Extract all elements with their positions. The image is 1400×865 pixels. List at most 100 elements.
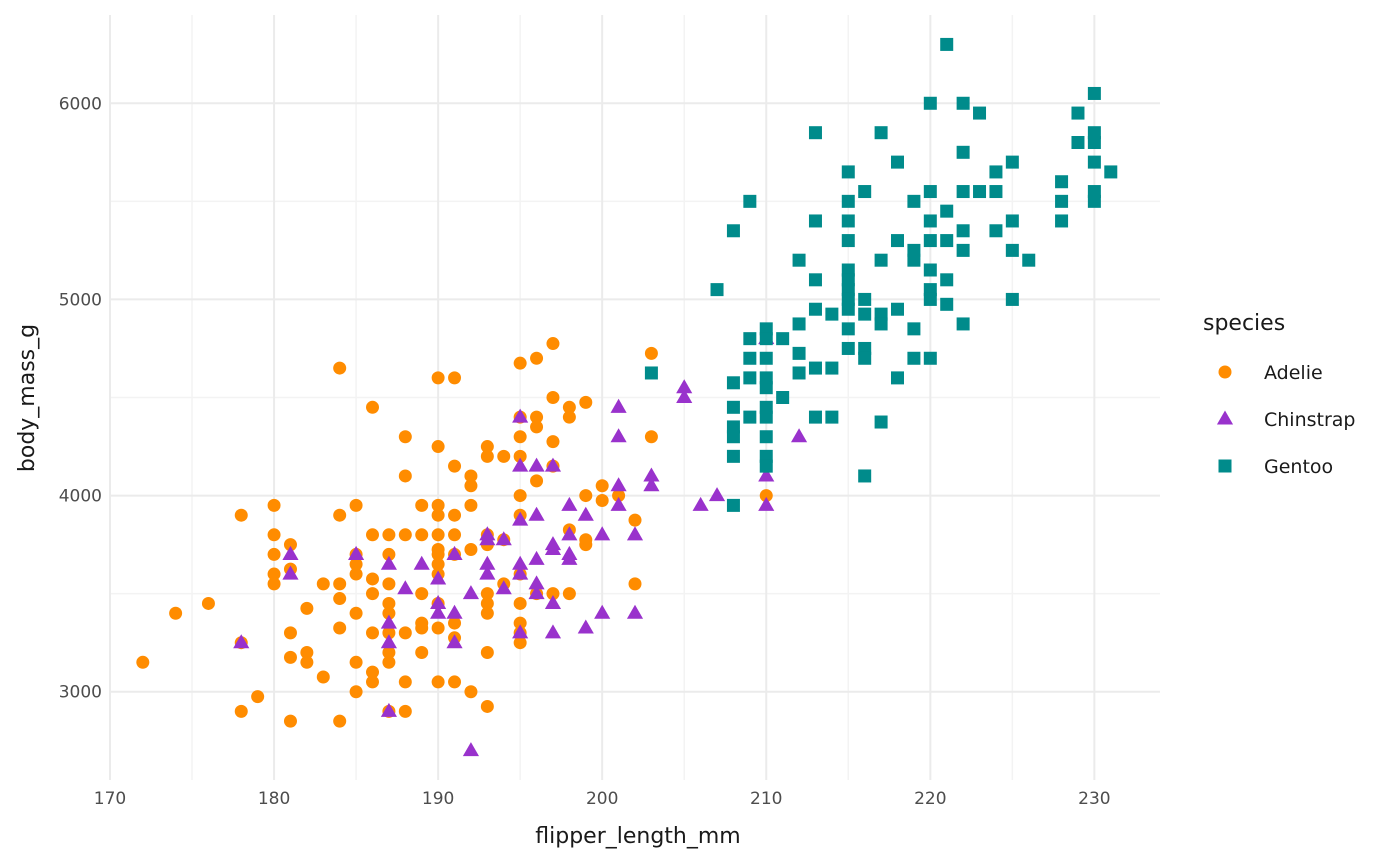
legend-label-adelie: Adelie	[1264, 362, 1323, 384]
chinstrap-point	[413, 555, 430, 570]
adelie-point	[382, 547, 396, 561]
chinstrap-point	[758, 496, 775, 511]
gentoo-point	[1022, 253, 1036, 267]
gentoo-point	[940, 37, 954, 51]
gentoo-point	[973, 185, 987, 199]
gentoo-point	[743, 351, 757, 365]
adelie-point	[251, 690, 265, 704]
chinstrap-point	[643, 467, 660, 482]
gentoo-point	[726, 449, 740, 463]
adelie-point	[612, 489, 626, 503]
adelie-point	[415, 498, 429, 512]
y-axis-title: body_mass_g	[15, 324, 40, 472]
adelie-point	[333, 621, 347, 635]
chinstrap-point	[577, 506, 594, 521]
gentoo-point	[858, 307, 872, 321]
adelie-point	[759, 489, 773, 503]
gentoo-point	[792, 366, 806, 380]
gentoo-point	[759, 381, 773, 395]
x-tick-label: 190	[422, 789, 454, 809]
adelie-point	[267, 498, 281, 512]
gentoo-point	[759, 332, 773, 346]
chinstrap-point	[544, 624, 562, 639]
chinstrap-point	[430, 570, 447, 585]
adelie-point	[431, 675, 445, 689]
adelie-point	[300, 601, 314, 615]
gentoo-point	[1087, 136, 1101, 149]
chinstrap-point	[544, 457, 562, 472]
gentoo-point	[743, 332, 757, 346]
chinstrap-point	[610, 477, 627, 492]
gentoo-point	[1055, 194, 1069, 208]
gentoo-point	[940, 234, 954, 248]
gentoo-point	[1005, 214, 1019, 228]
adelie-point	[448, 675, 462, 689]
gentoo-point	[1005, 155, 1019, 169]
gentoo-point	[759, 400, 773, 414]
adelie-point	[480, 699, 494, 713]
gentoo-point	[940, 204, 954, 218]
adelie-point	[530, 351, 544, 365]
gentoo-point	[808, 273, 822, 287]
adelie-point	[431, 621, 445, 635]
gentoo-point	[907, 243, 921, 257]
gentoo-point	[923, 234, 937, 248]
chinstrap-point	[544, 594, 562, 609]
gentoo-point	[858, 341, 872, 355]
gentoo-point	[759, 322, 773, 336]
chinstrap-point	[430, 604, 447, 619]
adelie-point	[316, 670, 330, 684]
adelie-point	[513, 449, 527, 463]
adelie-point	[300, 655, 314, 669]
adelie-point	[628, 577, 642, 591]
legend: species Adelie Chinstrap Gentoo	[1203, 311, 1356, 478]
gentoo-point	[726, 224, 740, 238]
chinstrap-point	[479, 565, 496, 580]
adelie-point	[398, 430, 412, 444]
chinstrap-point	[643, 477, 660, 492]
chinstrap-point	[462, 742, 480, 757]
legend-item-chinstrap: Chinstrap	[1216, 409, 1356, 431]
chinstrap-point	[233, 634, 250, 649]
adelie-point	[546, 435, 560, 449]
chinstrap-point	[380, 555, 397, 570]
chinstrap-point	[512, 457, 529, 472]
adelie-point	[431, 547, 445, 561]
adelie-point	[300, 646, 314, 659]
adelie-point	[513, 636, 527, 650]
gentoo-point	[759, 371, 773, 385]
adelie-point	[283, 626, 297, 640]
legend-label-gentoo: Gentoo	[1264, 456, 1333, 478]
adelie-point	[234, 508, 248, 522]
gentoo-point	[841, 322, 855, 336]
legend-item-adelie: Adelie	[1218, 362, 1323, 384]
adelie-point	[480, 449, 494, 463]
gentoo-point	[841, 194, 855, 208]
chinstrap-point	[528, 457, 545, 472]
adelie-point	[480, 587, 494, 601]
gentoo-point	[792, 346, 806, 360]
adelie-point	[562, 400, 576, 414]
data-points	[136, 37, 1118, 757]
gentoo-point	[825, 307, 839, 321]
gentoo-point	[841, 214, 855, 228]
adelie-point	[546, 337, 560, 351]
chinstrap-point	[594, 604, 611, 619]
chinstrap-point	[708, 487, 726, 502]
adelie-point	[546, 391, 560, 404]
adelie-point	[579, 395, 593, 409]
chinstrap-point	[594, 526, 611, 541]
gentoo-point	[841, 234, 855, 248]
adelie-point	[382, 577, 396, 591]
gentoo-point	[808, 302, 822, 316]
gentoo-point	[710, 283, 724, 297]
gentoo-point	[743, 194, 757, 208]
adelie-point	[382, 626, 396, 640]
adelie-point	[431, 508, 445, 522]
chinstrap-point	[479, 555, 496, 570]
adelie-point	[448, 459, 462, 473]
gentoo-point	[956, 317, 970, 331]
chinstrap-point	[512, 511, 529, 526]
gentoo-point	[874, 253, 888, 267]
